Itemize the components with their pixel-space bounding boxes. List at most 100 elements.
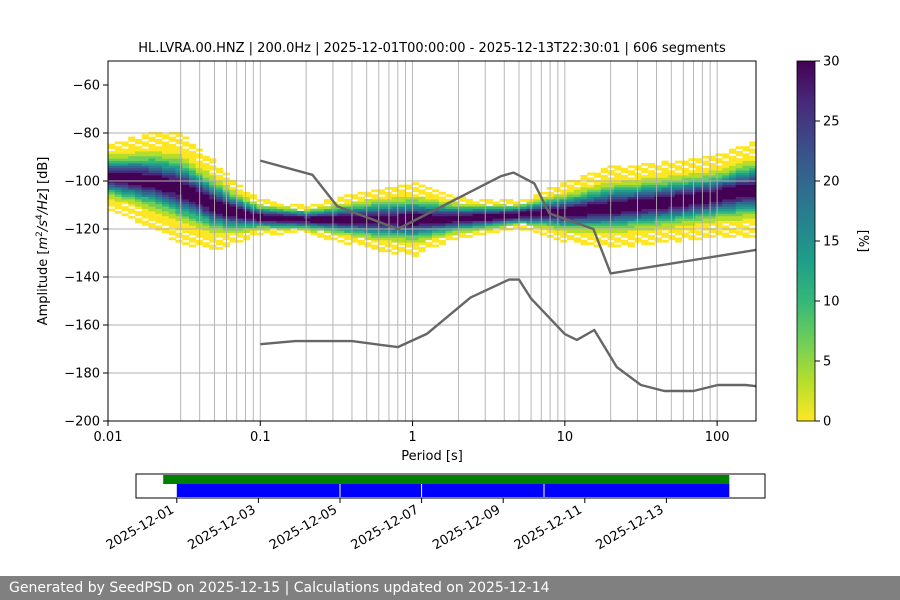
y-axis-label-part: 2 <box>35 231 45 237</box>
heatmap-cell <box>357 201 365 205</box>
heatmap-cell <box>742 218 750 221</box>
heatmap-cell <box>351 203 359 207</box>
heatmap-cell <box>465 206 473 209</box>
heatmap-cell <box>216 203 224 207</box>
heatmap-cell <box>189 165 197 169</box>
heatmap-cell <box>351 230 359 233</box>
heatmap-cell <box>526 218 534 221</box>
heatmap-cell <box>708 184 716 188</box>
heatmap-cell <box>297 203 305 207</box>
heatmap-cell <box>243 230 251 233</box>
heatmap-cell <box>135 151 143 154</box>
heatmap-cell <box>573 230 581 233</box>
heatmap-cell <box>357 211 365 214</box>
heatmap-cell <box>465 211 473 214</box>
heatmap-cell <box>526 201 534 205</box>
heatmap-cell <box>735 170 743 173</box>
heatmap-cell <box>648 187 656 190</box>
heatmap-cell <box>182 172 190 176</box>
heatmap-cell <box>351 239 359 243</box>
heatmap-cell <box>749 175 756 178</box>
heatmap-cell <box>553 232 561 236</box>
heatmap-cell <box>155 201 163 205</box>
y-tick-label: −80 <box>73 127 100 142</box>
heatmap-cell <box>715 175 723 178</box>
heatmap-cell <box>182 158 190 161</box>
timeline-tick-label: 2025-12-05 <box>267 502 340 553</box>
heatmap-cell <box>695 199 703 202</box>
heatmap-cell <box>351 215 359 219</box>
heatmap-cell <box>202 213 210 217</box>
heatmap-cell <box>344 220 352 224</box>
heatmap-cell <box>162 230 170 233</box>
heatmap-cell <box>729 191 737 195</box>
heatmap-cell <box>594 201 602 205</box>
heatmap-cell <box>303 218 311 221</box>
heatmap-cell <box>141 215 149 219</box>
y-tick-label: −160 <box>64 319 100 334</box>
heatmap-cell <box>735 172 743 176</box>
heatmap-cell <box>405 235 413 238</box>
heatmap-cell <box>148 153 156 157</box>
heatmap-cell <box>209 232 217 236</box>
heatmap-cell <box>202 203 210 207</box>
heatmap-cell <box>398 247 406 250</box>
heatmap-cell <box>506 218 514 221</box>
heatmap-cell <box>614 187 622 190</box>
heatmap-cell <box>472 206 480 209</box>
heatmap-cell <box>587 191 595 195</box>
heatmap-cell <box>384 232 392 236</box>
heatmap-cell <box>627 172 635 176</box>
heatmap-cell <box>688 211 696 214</box>
heatmap-cell <box>371 223 379 226</box>
heatmap-cell <box>438 230 446 233</box>
heatmap-cell <box>108 177 116 181</box>
heatmap-cell <box>675 223 683 226</box>
heatmap-cell <box>627 225 635 229</box>
heatmap-cell <box>175 225 183 229</box>
heatmap-cell <box>749 141 756 145</box>
heatmap-cell <box>128 182 136 185</box>
heatmap-cell <box>506 220 514 224</box>
heatmap-cell <box>681 172 689 176</box>
heatmap-cell <box>243 223 251 226</box>
heatmap-cell <box>405 206 413 209</box>
heatmap-cell <box>425 201 433 205</box>
heatmap-cell <box>276 220 284 224</box>
heatmap-cell <box>114 184 122 188</box>
colorbar-tick-label: 30 <box>823 55 840 70</box>
heatmap-cell <box>182 223 190 226</box>
heatmap-cell <box>148 225 156 229</box>
heatmap-cell <box>742 167 750 171</box>
heatmap-cell <box>411 244 419 248</box>
heatmap-cell <box>715 187 723 190</box>
heatmap-cell <box>722 194 730 197</box>
heatmap-cell <box>634 213 642 217</box>
heatmap-cell <box>229 218 237 221</box>
heatmap-cell <box>384 211 392 214</box>
heatmap-cell <box>695 177 703 181</box>
heatmap-cell <box>162 189 170 193</box>
heatmap-cell <box>492 213 500 217</box>
heatmap-cell <box>648 170 656 173</box>
heatmap-cell <box>708 199 716 202</box>
heatmap-cell <box>364 199 372 202</box>
heatmap-cell <box>155 225 163 229</box>
heatmap-cell <box>182 201 190 205</box>
heatmap-cell <box>479 218 487 221</box>
heatmap-cell <box>688 206 696 209</box>
heatmap-cell <box>141 196 149 200</box>
timeline-date-ticks: 2025-12-01 2025-12-03 2025-12-05 2025-12-07… <box>104 498 667 553</box>
heatmap-cell <box>695 220 703 224</box>
heatmap-cell <box>418 208 426 212</box>
heatmap-cell <box>708 218 716 221</box>
heatmap-cell <box>621 235 629 238</box>
heatmap-cell <box>270 215 278 219</box>
heatmap-cell <box>688 223 696 226</box>
heatmap-cell <box>634 177 642 181</box>
heatmap-cell <box>121 158 129 161</box>
heatmap-cell <box>661 196 669 200</box>
heatmap-cell <box>263 208 271 212</box>
heatmap-cell <box>553 187 561 190</box>
heatmap-cell <box>641 211 649 214</box>
